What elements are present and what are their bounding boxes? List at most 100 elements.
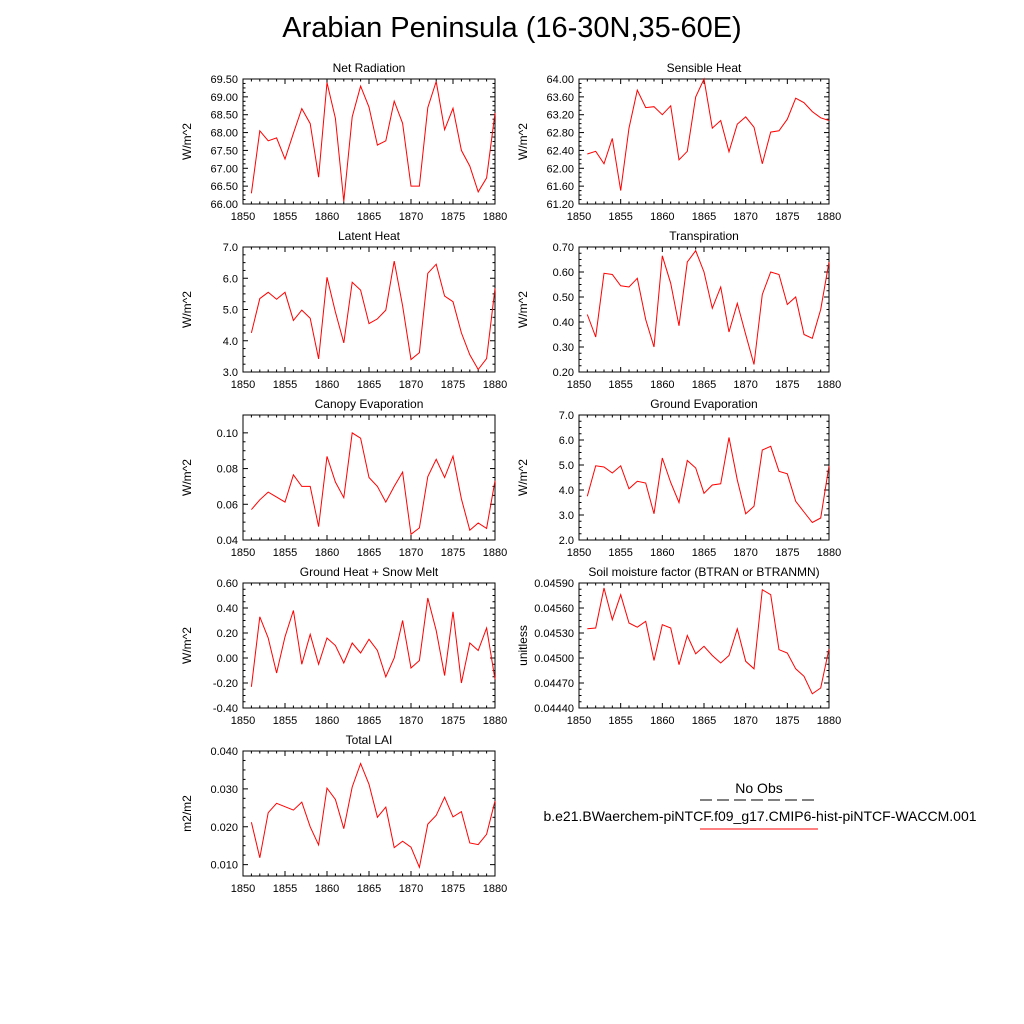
legend-obs-label: No Obs — [735, 780, 783, 796]
x-tick-label: 1865 — [692, 715, 716, 727]
x-tick-label: 1860 — [315, 715, 339, 727]
figure-title: Arabian Peninsula (16-30N,35-60E) — [282, 12, 742, 44]
y-tick-label: 67.00 — [210, 163, 238, 175]
x-tick-label: 1870 — [399, 715, 423, 727]
y-tick-label: 4.0 — [559, 485, 574, 497]
x-tick-label: 1855 — [273, 883, 297, 895]
x-tick-label: 1850 — [567, 715, 591, 727]
panel-frame — [578, 78, 830, 205]
panel-title: Canopy Evaporation — [315, 397, 424, 411]
x-tick-label: 1870 — [399, 379, 423, 391]
x-tick-label: 1865 — [357, 715, 381, 727]
panel-title: Total LAI — [346, 733, 393, 747]
series-line — [250, 597, 496, 687]
y-tick-label: 0.60 — [553, 267, 574, 279]
x-tick-label: 1850 — [567, 379, 591, 391]
x-tick-label: 1865 — [692, 547, 716, 559]
panel-title: Sensible Heat — [667, 61, 742, 75]
series-line — [587, 77, 830, 191]
x-tick-label: 1875 — [441, 211, 465, 223]
x-tick-label: 1875 — [775, 547, 799, 559]
y-tick-label: 0.20 — [553, 367, 574, 379]
panel-title: Ground Heat + Snow Melt — [300, 565, 439, 579]
y-tick-label: 6.0 — [223, 273, 238, 285]
x-tick-label: 1860 — [315, 379, 339, 391]
y-tick-label: 0.60 — [217, 578, 238, 590]
x-tick-label: 1850 — [231, 547, 255, 559]
panel-7: Ground Heat + Snow Melt 1850 1855 1860 1865 1… — [180, 565, 507, 727]
panel-3: Latent Heat 1850 1855 1860 1865 1870 1875 1880 3… — [180, 229, 507, 391]
y-axis-label: unitless — [516, 625, 530, 666]
y-tick-label: 63.60 — [546, 92, 574, 104]
y-tick-label: 4.0 — [223, 336, 238, 348]
x-tick-label: 1855 — [273, 211, 297, 223]
y-tick-label: 0.08 — [217, 464, 238, 476]
y-tick-label: 3.0 — [559, 510, 574, 522]
panel-5: Canopy Evaporation 1850 1855 1860 1865 1870 18… — [180, 397, 507, 559]
panel-title: Latent Heat — [338, 229, 401, 243]
x-tick-label: 1850 — [567, 547, 591, 559]
y-tick-label: 62.80 — [546, 128, 574, 140]
x-tick-label: 1865 — [357, 211, 381, 223]
x-tick-label: 1850 — [231, 883, 255, 895]
x-tick-label: 1855 — [608, 379, 632, 391]
x-tick-label: 1875 — [775, 211, 799, 223]
panel-frame — [578, 414, 830, 541]
y-tick-label: 0.40 — [217, 603, 238, 615]
x-tick-label: 1860 — [315, 211, 339, 223]
y-tick-label: 6.0 — [559, 435, 574, 447]
y-tick-label: 0.020 — [210, 822, 238, 834]
y-tick-label: 61.60 — [546, 181, 574, 193]
y-tick-label: 0.04530 — [534, 628, 574, 640]
series-line — [587, 587, 830, 695]
y-tick-label: 0.04500 — [534, 653, 574, 665]
y-tick-label: 64.00 — [546, 74, 574, 86]
x-tick-label: 1880 — [483, 883, 507, 895]
y-tick-label: 66.00 — [210, 199, 238, 211]
x-tick-label: 1865 — [357, 547, 381, 559]
x-tick-label: 1855 — [608, 211, 632, 223]
x-tick-label: 1860 — [315, 883, 339, 895]
panel-2: Sensible Heat 1850 1855 1860 1865 1870 1875 188… — [516, 61, 841, 223]
x-tick-label: 1880 — [483, 715, 507, 727]
x-tick-label: 1880 — [817, 715, 841, 727]
x-tick-label: 1875 — [775, 379, 799, 391]
x-tick-label: 1850 — [231, 211, 255, 223]
x-tick-label: 1860 — [315, 547, 339, 559]
x-tick-label: 1870 — [733, 211, 757, 223]
panel-title: Transpiration — [669, 229, 739, 243]
x-tick-label: 1875 — [441, 715, 465, 727]
panel-4: Transpiration 1850 1855 1860 1865 1870 1875 188… — [516, 229, 841, 391]
x-tick-label: 1880 — [483, 211, 507, 223]
y-tick-label: 2.0 — [559, 535, 574, 547]
x-tick-label: 1870 — [733, 715, 757, 727]
x-tick-label: 1870 — [399, 547, 423, 559]
y-tick-label: 0.20 — [217, 628, 238, 640]
y-tick-label: 61.20 — [546, 199, 574, 211]
y-tick-label: 0.04590 — [534, 578, 574, 590]
y-tick-label: 0.04 — [217, 535, 238, 547]
series-line — [250, 261, 496, 371]
y-tick-label: 62.40 — [546, 145, 574, 157]
x-tick-label: 1855 — [273, 547, 297, 559]
y-tick-label: 62.00 — [546, 163, 574, 175]
y-tick-label: 3.0 — [223, 367, 238, 379]
panel-title: Net Radiation — [333, 61, 406, 75]
panel-1: Net Radiation 1850 1855 1860 1865 1870 1875 188… — [180, 61, 507, 223]
series-line — [250, 762, 496, 870]
y-tick-label: 0.040 — [210, 746, 238, 758]
y-tick-label: 0.50 — [553, 292, 574, 304]
x-tick-label: 1860 — [650, 211, 674, 223]
panel-frame — [242, 246, 496, 373]
y-tick-label: 0.04440 — [534, 703, 574, 715]
y-tick-label: 69.00 — [210, 92, 238, 104]
x-tick-label: 1880 — [817, 547, 841, 559]
y-axis-label: W/m^2 — [180, 291, 194, 328]
legend-obs-line — [700, 799, 818, 801]
x-tick-label: 1850 — [567, 211, 591, 223]
y-tick-label: 68.50 — [210, 110, 238, 122]
y-tick-label: 0.04470 — [534, 678, 574, 690]
panel-frame — [578, 582, 830, 709]
panel-frame — [242, 750, 496, 877]
x-tick-label: 1855 — [273, 379, 297, 391]
